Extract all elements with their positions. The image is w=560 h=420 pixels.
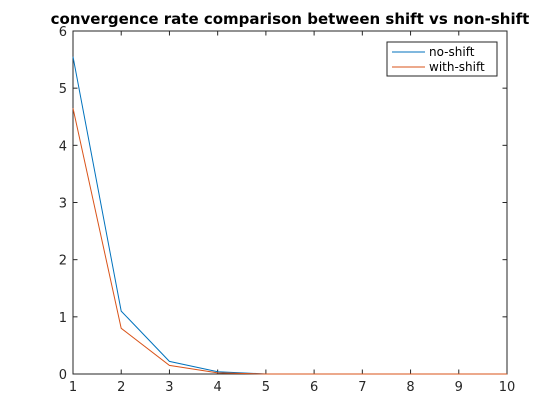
y-tick-label: 3 [59, 197, 67, 212]
x-tick-label: 3 [165, 380, 173, 395]
y-tick-label: 5 [59, 82, 67, 97]
y-tick-label: 4 [59, 139, 67, 154]
x-tick-label: 9 [455, 380, 463, 395]
series-lines [72, 56, 507, 375]
chart-title: convergence rate comparison between shif… [51, 10, 530, 28]
x-tick-label: 2 [117, 380, 125, 395]
x-tick-label: 1 [69, 380, 77, 395]
y-tick-label: 6 [59, 25, 67, 40]
y-tick-label: 2 [59, 254, 67, 269]
legend-box [386, 41, 498, 77]
legend-label-with-shift: with-shift [429, 60, 485, 74]
x-tick-label: 4 [214, 380, 222, 395]
x-tick-label: 6 [310, 380, 318, 395]
x-tick-label: 8 [406, 380, 414, 395]
plot-area [72, 30, 508, 375]
legend-label-no-shift: no-shift [429, 45, 475, 59]
x-tick-label: 5 [262, 380, 270, 395]
plot-axes [72, 30, 508, 375]
x-tick-label: 7 [358, 380, 366, 395]
x-tick-label: 10 [499, 380, 516, 395]
y-tick-label: 0 [59, 368, 67, 383]
series-line-with-shift [72, 108, 507, 375]
y-tick-label: 1 [59, 311, 67, 326]
